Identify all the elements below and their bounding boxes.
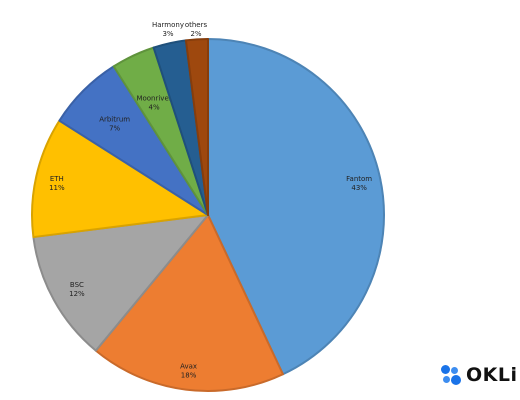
brand-text: OKLi (466, 364, 518, 386)
slice-value-eth: 11% (49, 184, 65, 192)
pie-slice-others (184, 38, 209, 216)
pie-slice-bsc (32, 214, 209, 352)
slice-label-arbitrum: Arbitrum (99, 116, 130, 124)
slice-label-harmony: Harmony (152, 21, 184, 29)
pie-slice-eth (31, 119, 209, 239)
brand-dots-icon (440, 364, 462, 386)
pie-slice-fantom (207, 38, 385, 376)
slice-value-fantom: 43% (351, 184, 367, 192)
slice-value-moonriver: 4% (148, 103, 159, 111)
pie-slice-avax (94, 214, 284, 392)
brand-logo: OKLi (440, 362, 520, 388)
slice-value-bsc: 12% (69, 290, 85, 298)
slice-value-arbitrum: 7% (109, 125, 120, 133)
slice-label-others: others (185, 21, 208, 29)
slice-value-avax: 18% (181, 372, 197, 380)
slice-label-fantom: Fantom (346, 175, 372, 183)
slice-value-harmony: 3% (162, 30, 173, 38)
slice-label-moonriver: Moonriver (136, 94, 171, 102)
slice-label-eth: ETH (50, 175, 64, 183)
slice-label-bsc: BSC (70, 281, 84, 289)
slice-label-avax: Avax (180, 363, 197, 371)
slice-value-others: 2% (190, 30, 201, 38)
